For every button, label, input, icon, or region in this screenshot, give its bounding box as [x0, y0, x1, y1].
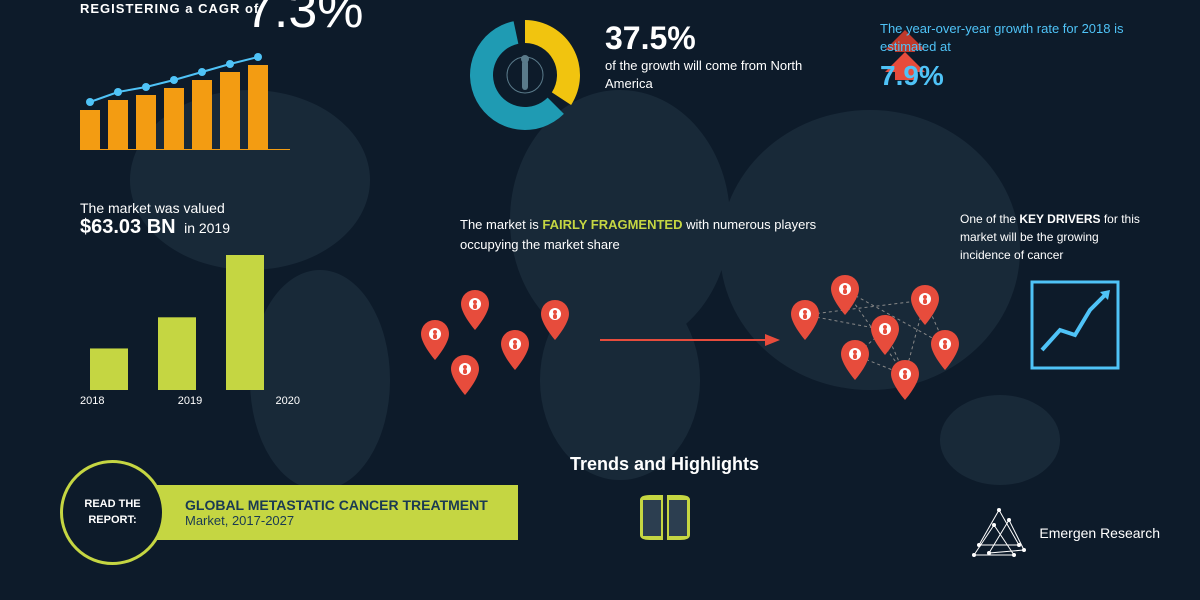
cagr-bar-chart: [80, 50, 290, 150]
yoy-value: 7.9%: [880, 60, 1140, 92]
map-pin-icon: [500, 330, 530, 370]
report-circle-text: READ THE REPORT:: [63, 497, 162, 528]
cagr-label-mid: a: [185, 1, 193, 16]
valued-label: The market was valued: [80, 200, 230, 216]
valued-block: The market was valued $63.03 BN in 2019: [80, 200, 230, 239]
yoy-block: The year-over-year growth rate for 2018 …: [880, 20, 1140, 92]
donut-percent: 37.5%: [605, 20, 805, 57]
map-pin-icon: [930, 330, 960, 370]
report-subtitle: Market, 2017-2027: [185, 513, 488, 528]
growth-chart-icon: [1030, 280, 1120, 370]
bar-label: 2019: [178, 395, 202, 407]
drivers-bold: KEY DRIVERS: [1019, 212, 1100, 226]
report-band: GLOBAL METASTATIC CANCER TREATMENT Marke…: [145, 485, 518, 540]
map-pin-icon: [910, 285, 940, 325]
donut-desc: of the growth will come from North Ameri…: [605, 57, 805, 93]
map-pin-icon: [790, 300, 820, 340]
bar-label: 2020: [276, 395, 300, 407]
map-pin-icon: [460, 290, 490, 330]
cagr-block: REGISTERING a CAGR of 7.3%: [80, 0, 259, 18]
pins-scattered: [400, 280, 600, 400]
valued-bar-chart: [80, 250, 300, 390]
yoy-text: The year-over-year growth rate for 2018 …: [880, 20, 1140, 56]
logo-text: Emergen Research: [1039, 525, 1160, 541]
map-pin-icon: [890, 360, 920, 400]
valued-year: in 2019: [184, 220, 230, 236]
logo-icon: [969, 505, 1029, 560]
cagr-label-prefix: REGISTERING: [80, 1, 181, 16]
map-pin-icon: [540, 300, 570, 340]
valued-amount: $63.03 BN: [80, 216, 176, 238]
report-circle: READ THE REPORT:: [60, 460, 165, 565]
arrow-right-icon: [600, 330, 780, 350]
map-pin-icon: [830, 275, 860, 315]
book-icon: [635, 490, 695, 545]
trends-block: Trends and Highlights: [570, 454, 759, 550]
report-block: READ THE REPORT: GLOBAL METASTATIC CANCE…: [60, 460, 518, 565]
valued-bar-labels: 2018 2019 2020: [80, 395, 300, 407]
cagr-value: 7.3%: [245, 0, 364, 40]
donut-chart: [465, 15, 585, 135]
pins-networked: [780, 270, 980, 410]
logo-block: Emergen Research: [969, 505, 1160, 560]
bar-label: 2018: [80, 395, 104, 407]
report-title: GLOBAL METASTATIC CANCER TREATMENT: [185, 497, 488, 513]
map-pin-icon: [840, 340, 870, 380]
map-pin-icon: [420, 320, 450, 360]
drivers-block: One of the KEY DRIVERS for this market w…: [960, 210, 1150, 264]
fragmented-prefix: The market is: [460, 217, 542, 232]
map-pin-icon: [870, 315, 900, 355]
fragmented-block: The market is FAIRLY FRAGMENTED with num…: [460, 215, 820, 254]
donut-text: 37.5% of the growth will come from North…: [605, 20, 805, 93]
map-pin-icon: [450, 355, 480, 395]
fragmented-highlight: FAIRLY FRAGMENTED: [542, 217, 682, 232]
trends-title: Trends and Highlights: [570, 454, 759, 475]
drivers-prefix: One of the: [960, 212, 1019, 226]
